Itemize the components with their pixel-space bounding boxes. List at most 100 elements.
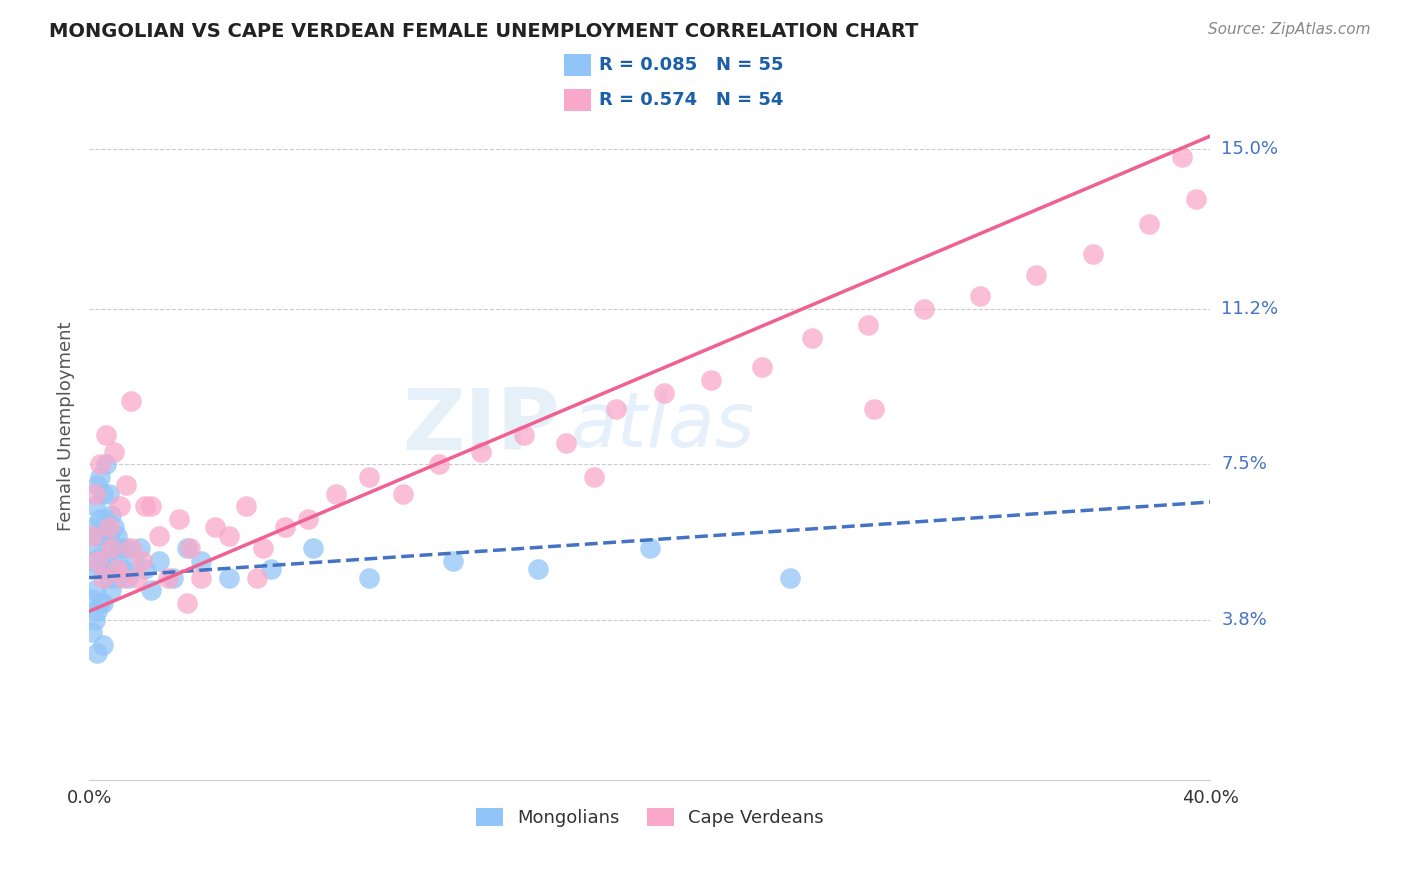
Point [120, 394, 142, 409]
Point [105, 529, 128, 543]
Legend: Mongolians, Cape Verdeans: Mongolians, Cape Verdeans [468, 800, 831, 834]
Point [260, 562, 283, 576]
Point [912, 301, 935, 316]
Point [91, 571, 114, 585]
Point [470, 444, 492, 458]
Point [134, 562, 156, 576]
Point [297, 512, 319, 526]
Point [111, 562, 134, 576]
Text: MONGOLIAN VS CAPE VERDEAN FEMALE UNEMPLOYMENT CORRELATION CHART: MONGOLIAN VS CAPE VERDEAN FEMALE UNEMPLO… [49, 22, 918, 41]
Point [167, 512, 190, 526]
Point [246, 571, 269, 585]
Point [100, 541, 122, 556]
Point [103, 444, 125, 458]
Text: R = 0.574   N = 54: R = 0.574 N = 54 [599, 91, 783, 109]
Point [86, 478, 108, 492]
Point [1025, 268, 1047, 282]
Point [190, 571, 212, 585]
Text: 15.0%: 15.0% [1222, 140, 1278, 158]
Point [751, 360, 773, 375]
Point [274, 520, 297, 534]
Point [91, 638, 114, 652]
Point [94, 554, 117, 568]
Point [302, 541, 325, 556]
Point [801, 331, 824, 345]
Point [120, 541, 142, 556]
Y-axis label: Female Unemployment: Female Unemployment [58, 321, 75, 531]
Point [204, 520, 226, 534]
Point [89, 549, 111, 564]
Point [148, 529, 170, 543]
Point [83, 486, 105, 500]
Point [94, 427, 117, 442]
Point [86, 604, 108, 618]
Point [86, 647, 108, 661]
Point [139, 583, 162, 598]
Point [91, 486, 114, 500]
FancyBboxPatch shape [564, 54, 591, 77]
Point [105, 562, 128, 576]
Point [554, 436, 576, 450]
Point [638, 541, 661, 556]
Point [83, 541, 105, 556]
Point [700, 373, 723, 387]
Point [94, 457, 117, 471]
Point [91, 529, 114, 543]
Point [582, 469, 605, 483]
Point [83, 500, 105, 514]
Point [252, 541, 274, 556]
Text: 3.8%: 3.8% [1222, 611, 1267, 629]
Point [131, 554, 153, 568]
Text: 11.2%: 11.2% [1222, 300, 1278, 318]
Point [97, 571, 120, 585]
Point [359, 469, 381, 483]
Point [176, 596, 198, 610]
Point [86, 554, 108, 568]
Point [526, 562, 548, 576]
Point [105, 571, 128, 585]
Point [162, 571, 184, 585]
Point [83, 613, 105, 627]
Point [190, 554, 212, 568]
Point [652, 385, 675, 400]
Point [94, 512, 117, 526]
Point [1185, 192, 1208, 206]
Point [134, 500, 156, 514]
Point [80, 554, 103, 568]
Point [125, 571, 148, 585]
Point [83, 583, 105, 598]
Point [512, 427, 534, 442]
Point [97, 520, 120, 534]
Point [605, 402, 627, 417]
Point [80, 520, 103, 534]
Point [97, 529, 120, 543]
Point [1081, 247, 1104, 261]
Text: R = 0.085   N = 55: R = 0.085 N = 55 [599, 56, 783, 74]
Point [863, 402, 886, 417]
Point [1137, 218, 1160, 232]
Point [179, 541, 201, 556]
Point [235, 500, 257, 514]
Point [114, 541, 136, 556]
Point [91, 596, 114, 610]
Point [100, 541, 122, 556]
Point [148, 554, 170, 568]
Point [117, 571, 139, 585]
Point [114, 478, 136, 492]
Point [1171, 150, 1194, 164]
Point [86, 529, 108, 543]
Point [89, 469, 111, 483]
Point [89, 596, 111, 610]
Text: 7.5%: 7.5% [1222, 455, 1267, 473]
Point [97, 486, 120, 500]
Point [100, 508, 122, 522]
Point [779, 571, 801, 585]
Point [429, 457, 451, 471]
Point [392, 486, 415, 500]
Point [80, 625, 103, 640]
Point [176, 541, 198, 556]
Point [91, 562, 114, 576]
Point [80, 529, 103, 543]
Text: atlas: atlas [571, 389, 755, 463]
Point [80, 591, 103, 606]
